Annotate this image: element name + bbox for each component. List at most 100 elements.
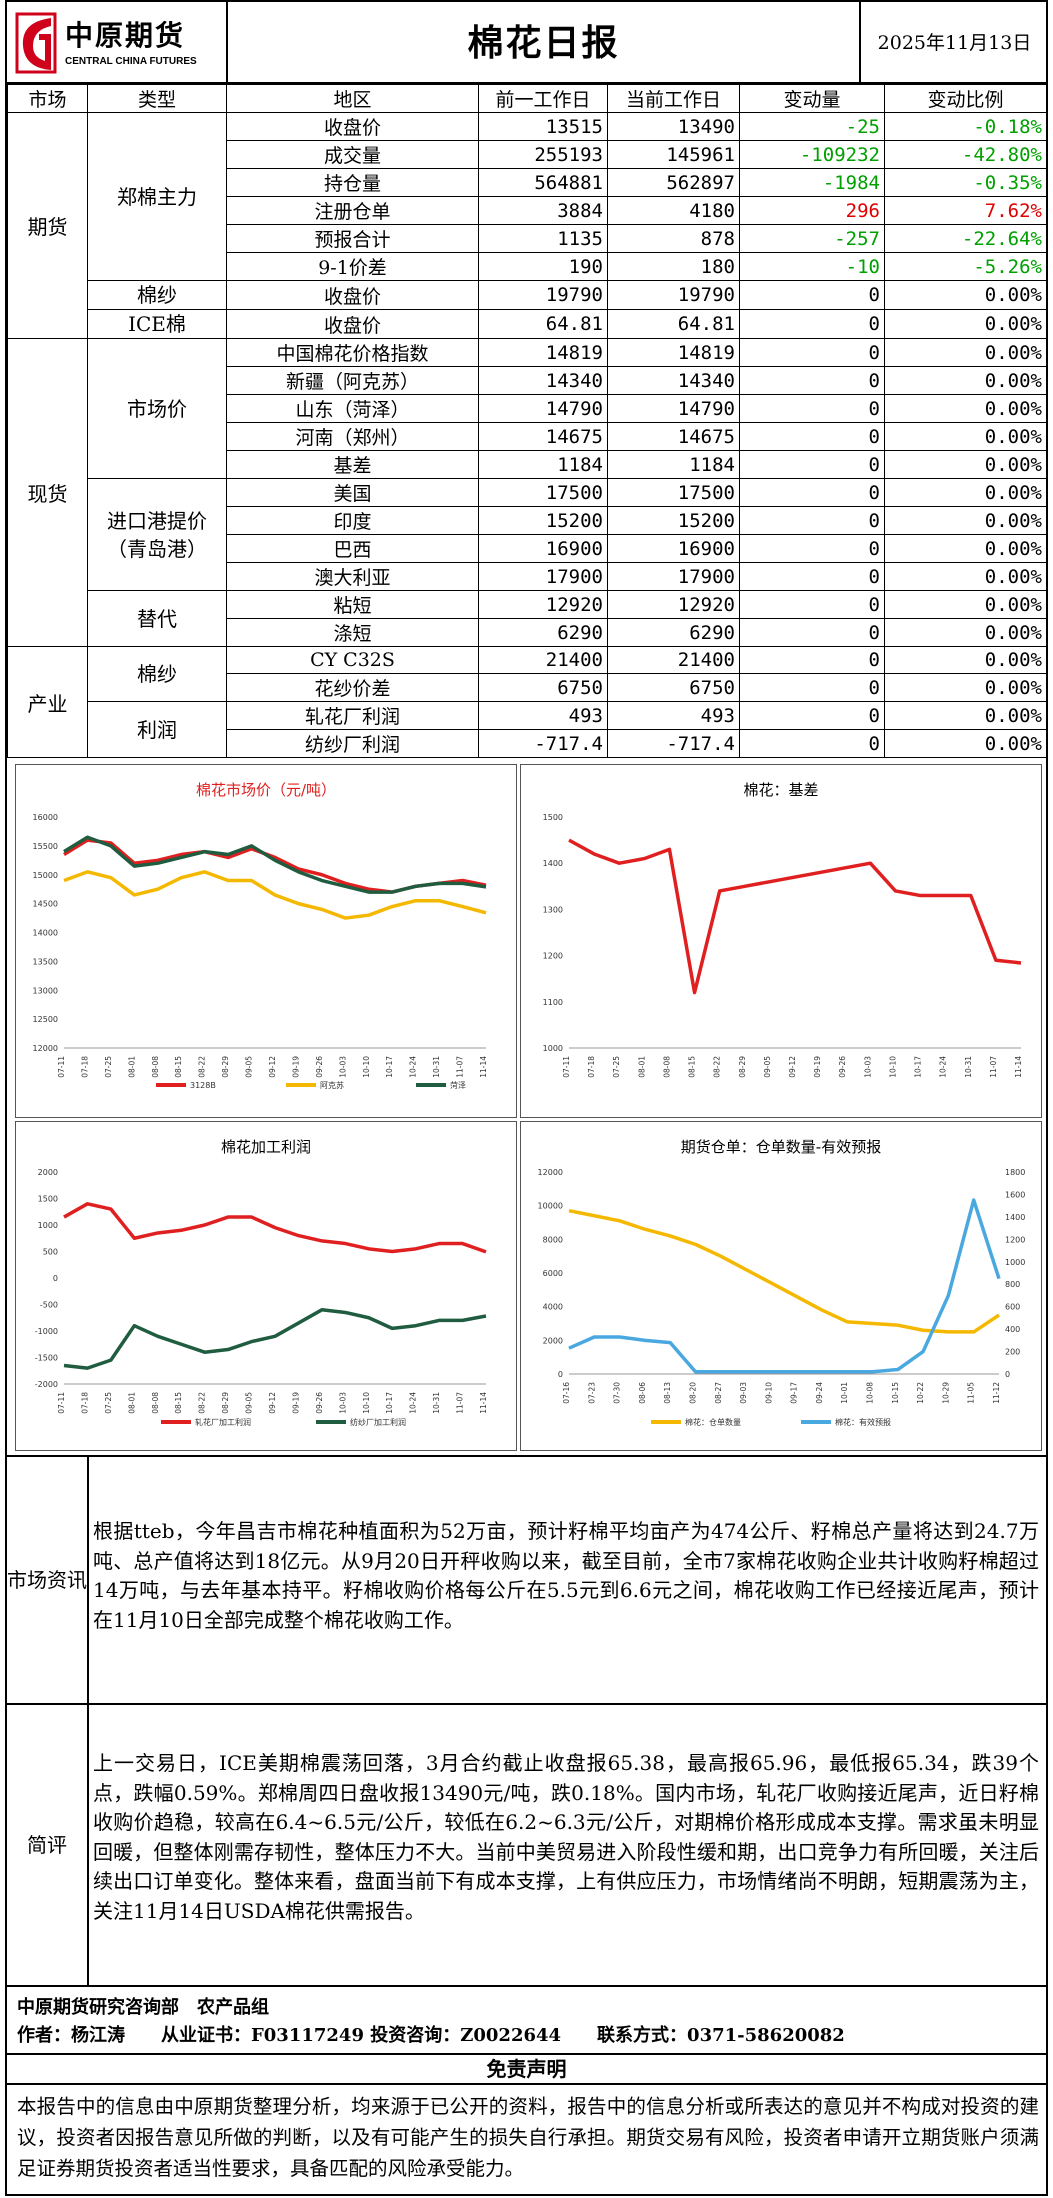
y-tick-label: 1100 xyxy=(543,998,563,1007)
y2-tick-label: 200 xyxy=(1005,1348,1020,1357)
x-tick-label: 11-12 xyxy=(992,1382,1001,1404)
change-pct-cell: 0.00% xyxy=(884,422,1047,451)
change-cell: 0 xyxy=(739,338,885,367)
prev-value-cell: 12920 xyxy=(478,590,608,619)
x-tick-label: 08-22 xyxy=(198,1056,207,1078)
y-tick-label: -500 xyxy=(40,1301,58,1310)
x-tick-label: 07-18 xyxy=(80,1392,89,1414)
x-tick-label: 09-05 xyxy=(763,1056,772,1078)
x-tick-label: 09-19 xyxy=(291,1392,300,1414)
change-pct-cell: 0.00% xyxy=(884,338,1047,367)
disclaimer-section: 本报告中的信息由中原期货整理分析，均来源于已公开的资料，报告中的信息分析或所表达… xyxy=(7,2083,1046,2196)
x-tick-label: 08-22 xyxy=(713,1056,722,1078)
y-tick-label: 14000 xyxy=(33,929,58,938)
table-row: ICE棉 收盘价 64.81 64.81 0 0.00% xyxy=(8,309,1047,339)
prev-value-cell: 21400 xyxy=(478,645,608,675)
table-row: 现货 市场价 中国棉花价格指数 14819 14819 0 0.00% xyxy=(7,338,1047,647)
y-tick-label: 14500 xyxy=(33,900,58,909)
x-tick-label: 09-19 xyxy=(813,1056,822,1078)
current-value-cell: 180 xyxy=(607,252,740,281)
change-pct-cell: 0.00% xyxy=(884,280,1047,310)
y-tick-label: 1200 xyxy=(543,952,563,961)
table-header-row: 市场 类型 地区 前一工作日 当前工作日 变动量 变动比例 xyxy=(7,84,1047,113)
company-name-cn: 中原期货 xyxy=(65,19,186,52)
current-value-cell: 145961 xyxy=(607,140,740,169)
x-tick-label: 07-25 xyxy=(104,1056,113,1078)
y2-tick-label: 1400 xyxy=(1005,1213,1025,1222)
legend-label: 轧花厂加工利润 xyxy=(195,1417,251,1427)
y2-tick-label: 1800 xyxy=(1005,1168,1025,1177)
area-cell: 河南（郑州） xyxy=(226,422,479,451)
y-tick-label: 1300 xyxy=(543,905,563,914)
prev-value-cell: 1184 xyxy=(478,450,608,479)
prev-value-cell: 13515 xyxy=(478,112,608,141)
area-cell: 9-1价差 xyxy=(226,252,479,281)
market-group-cell: 产业 xyxy=(7,645,88,759)
type-group-cell: 棉纱 xyxy=(87,280,227,310)
author-section: 中原期货研究咨询部 农产品组 作者：杨江涛 从业证书：F03117249 投资咨… xyxy=(7,1985,1046,2053)
change-pct-cell: -0.35% xyxy=(884,168,1047,197)
prev-value-cell: 255193 xyxy=(478,140,608,169)
change-pct-cell: 7.62% xyxy=(884,196,1047,225)
type-group-cell: ICE棉 xyxy=(87,309,227,339)
x-tick-label: 09-12 xyxy=(268,1392,277,1414)
column-header: 当前工作日 xyxy=(607,84,740,113)
y-tick-label: 0 xyxy=(53,1274,58,1283)
y-tick-label: 500 xyxy=(43,1248,58,1257)
change-cell: 0 xyxy=(739,422,885,451)
x-tick-label: 10-15 xyxy=(891,1382,900,1404)
x-tick-label: 08-29 xyxy=(221,1392,230,1414)
series-line xyxy=(568,838,1022,995)
table-row: 棉纱 收盘价 19790 19790 0 0.00% xyxy=(8,280,1047,310)
area-cell: 花纱价差 xyxy=(226,673,479,703)
change-pct-cell: 0.00% xyxy=(884,645,1047,675)
x-tick-label: 07-30 xyxy=(613,1382,622,1404)
x-tick-label: 07-11 xyxy=(57,1056,66,1078)
y2-tick-label: 1200 xyxy=(1005,1235,1025,1244)
y-tick-label: 1000 xyxy=(543,1044,563,1053)
x-tick-label: 11-14 xyxy=(1014,1056,1023,1078)
y-tick-label: 2000 xyxy=(543,1336,563,1345)
report-title: 棉花日报 xyxy=(226,2,861,84)
table-row: 预报合计 1135 878 -257 -22.64% xyxy=(8,224,1047,253)
prev-value-cell: 16900 xyxy=(478,534,608,563)
change-cell: 0 xyxy=(739,309,885,339)
x-tick-label: 08-20 xyxy=(688,1382,697,1404)
y-tick-label: 1400 xyxy=(543,859,563,868)
x-tick-label: 11-14 xyxy=(479,1056,488,1078)
y-tick-label: 16000 xyxy=(33,813,58,822)
y-tick-label: 0 xyxy=(558,1370,563,1379)
x-tick-label: 09-05 xyxy=(245,1392,254,1414)
prev-value-cell: 19790 xyxy=(478,280,608,310)
change-cell: 0 xyxy=(739,729,885,759)
table-row: 注册仓单 3884 4180 296 7.62% xyxy=(8,196,1047,225)
area-cell: CY C32S xyxy=(226,645,479,675)
x-tick-label: 09-12 xyxy=(788,1056,797,1078)
change-pct-cell: -42.80% xyxy=(884,140,1047,169)
prev-value-cell: 14819 xyxy=(478,338,608,367)
column-header: 类型 xyxy=(87,84,227,113)
type-group-cell: 利润 xyxy=(87,701,227,759)
area-cell: 澳大利亚 xyxy=(226,562,479,591)
x-tick-label: 09-26 xyxy=(315,1392,324,1414)
x-tick-label: 09-12 xyxy=(268,1056,277,1078)
change-cell: -257 xyxy=(739,224,885,253)
x-tick-label: 10-24 xyxy=(409,1392,418,1414)
table-row: 基差 1184 1184 0 0.00% xyxy=(8,450,1047,479)
x-tick-label: 10-22 xyxy=(916,1382,925,1404)
change-pct-cell: 0.00% xyxy=(884,673,1047,703)
area-cell: 收盘价 xyxy=(226,309,479,339)
table-row: 期货 郑棉主力 收盘价 13515 13490 -25 -0.18% xyxy=(7,112,1047,339)
current-value-cell: 21400 xyxy=(607,645,740,675)
x-tick-label: 07-16 xyxy=(562,1382,571,1404)
chart-processing-profit: 棉花加工利润 -2000 -1500 -1000 -500 0 500 1000 1500 20… xyxy=(15,1121,517,1451)
chart-svg: 0 2000 4000 6000 8000 10000 12000 0 200 400 600 800… xyxy=(538,1168,1026,1427)
x-tick-label: 08-01 xyxy=(127,1392,136,1414)
current-value-cell: -717.4 xyxy=(607,729,740,759)
y-tick-label: 12500 xyxy=(33,1015,58,1024)
type-group-cell: 替代 xyxy=(87,590,227,647)
current-value-cell: 6750 xyxy=(607,673,740,703)
x-tick-label: 08-15 xyxy=(688,1056,697,1078)
column-header: 市场 xyxy=(7,84,88,113)
current-value-cell: 493 xyxy=(607,701,740,731)
